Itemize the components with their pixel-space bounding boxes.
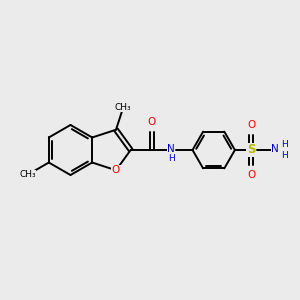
Text: O: O [148,117,156,127]
Text: CH₃: CH₃ [115,103,132,112]
Text: N: N [272,144,279,154]
Text: CH₃: CH₃ [19,170,36,179]
Text: O: O [247,120,255,130]
Text: N: N [167,144,175,154]
Text: H: H [281,140,287,148]
Text: O: O [247,170,255,180]
Text: O: O [112,165,120,175]
Text: S: S [247,143,255,157]
Text: H: H [168,154,174,163]
Text: H: H [281,152,287,160]
